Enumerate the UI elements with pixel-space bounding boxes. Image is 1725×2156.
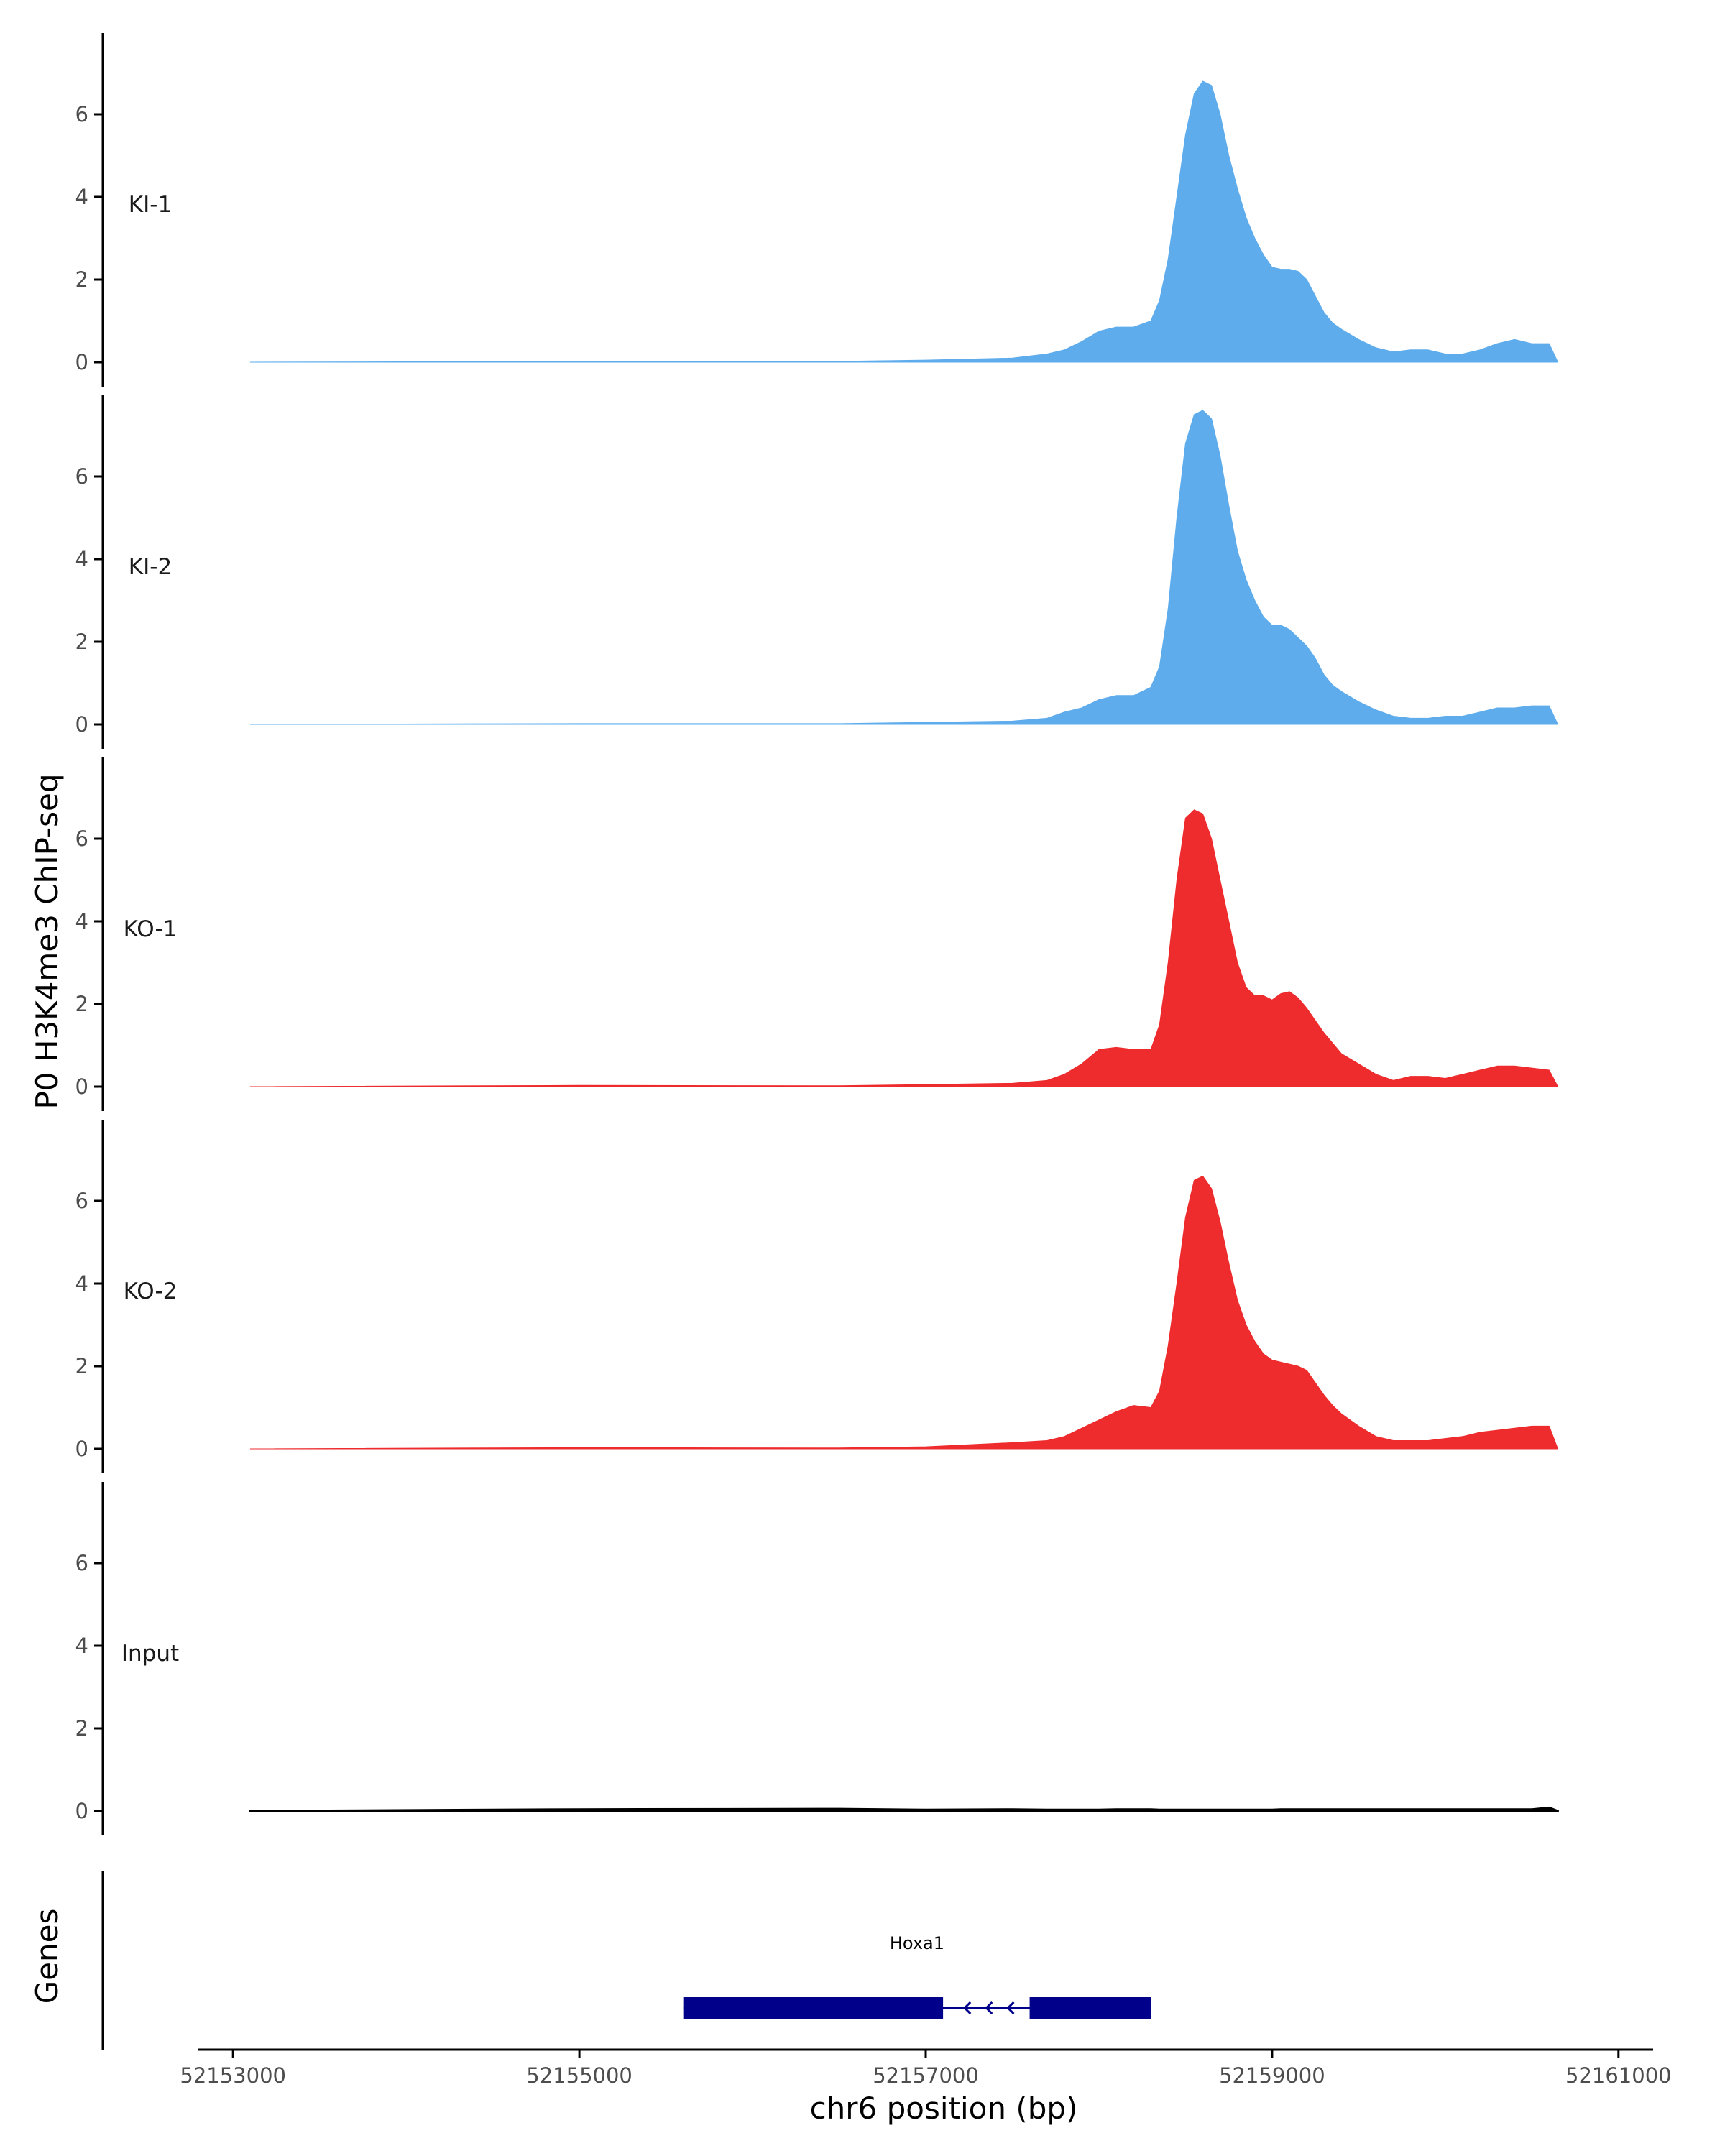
y-tick-label: 4 (75, 185, 88, 209)
y-tick-label: 6 (75, 1551, 88, 1575)
track-input: 0 2 4 6 Input (75, 1482, 1559, 1835)
track-panels: 0 2 4 6 KI-1 0 2 4 6 KI-2 0 2 4 6 KO-1 0 2 4 6 KO-2 0 2 4 6 Inpu… (75, 33, 1559, 1835)
y-tick-label: 2 (75, 1354, 88, 1378)
gene-panel: Hoxa1 (101, 1871, 1151, 2050)
y-axis-title: P0 H3K4me3 ChIP-seq (29, 773, 65, 1109)
track-ko-1: 0 2 4 6 KO-1 (75, 757, 1558, 1111)
x-tick-label: 52153000 (180, 2063, 286, 2088)
signal-area-ki-2 (249, 410, 1558, 725)
gene-exon (1029, 1997, 1151, 2019)
y-tick-label: 4 (75, 547, 88, 571)
y-tick-label: 4 (75, 909, 88, 934)
x-axis: 52153000 52155000 52157000 52159000 52161000 (180, 2048, 1672, 2088)
gene-panel-title: Genes (29, 1909, 65, 2004)
track-label-input: Input (121, 1641, 179, 1667)
signal-area-ki-1 (249, 80, 1558, 363)
signal-area-ko-1 (249, 809, 1558, 1087)
gene-exon (683, 1997, 944, 2019)
gene-label: Hoxa1 (890, 1933, 944, 1953)
track-ki-1: 0 2 4 6 KI-1 (75, 33, 1558, 387)
x-axis-title: chr6 position (bp) (810, 2091, 1078, 2126)
strand-arrow-icon (985, 2001, 993, 2015)
y-tick-label: 0 (75, 1074, 88, 1099)
y-tick-label: 0 (75, 1799, 88, 1823)
y-tick-label: 0 (75, 712, 88, 737)
x-tick-label: 52157000 (873, 2063, 979, 2088)
y-tick-label: 0 (75, 1437, 88, 1461)
strand-arrow-icon (963, 2001, 972, 2015)
gene-hoxa1: Hoxa1 (683, 1933, 1151, 2019)
x-tick-label: 52161000 (1565, 2063, 1672, 2088)
y-tick-label: 2 (75, 267, 88, 292)
track-label-ko-2: KO-2 (124, 1279, 178, 1304)
y-tick-label: 4 (75, 1271, 88, 1296)
signal-area-ko-2 (249, 1176, 1558, 1450)
y-tick-label: 6 (75, 1189, 88, 1213)
y-tick-label: 6 (75, 102, 88, 126)
track-ki-2: 0 2 4 6 KI-2 (75, 395, 1558, 749)
y-tick-label: 2 (75, 630, 88, 654)
y-tick-label: 4 (75, 1634, 88, 1658)
y-tick-label: 2 (75, 1716, 88, 1741)
track-label-ki-2: KI-2 (129, 554, 172, 580)
track-label-ki-1: KI-1 (129, 192, 172, 218)
strand-arrow-icon (1006, 2001, 1015, 2015)
y-tick-label: 2 (75, 992, 88, 1016)
track-ko-2: 0 2 4 6 KO-2 (75, 1120, 1558, 1473)
track-label-ko-1: KO-1 (124, 916, 178, 942)
x-tick-label: 52155000 (526, 2063, 632, 2088)
x-tick-label: 52159000 (1219, 2063, 1325, 2088)
y-tick-label: 6 (75, 464, 88, 489)
signal-area-input (249, 1806, 1559, 1812)
y-tick-label: 0 (75, 350, 88, 374)
y-tick-label: 6 (75, 826, 88, 851)
